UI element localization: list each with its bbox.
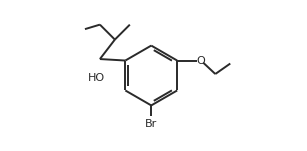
Text: O: O (196, 56, 205, 66)
Text: Br: Br (145, 119, 157, 129)
Text: HO: HO (87, 72, 105, 82)
